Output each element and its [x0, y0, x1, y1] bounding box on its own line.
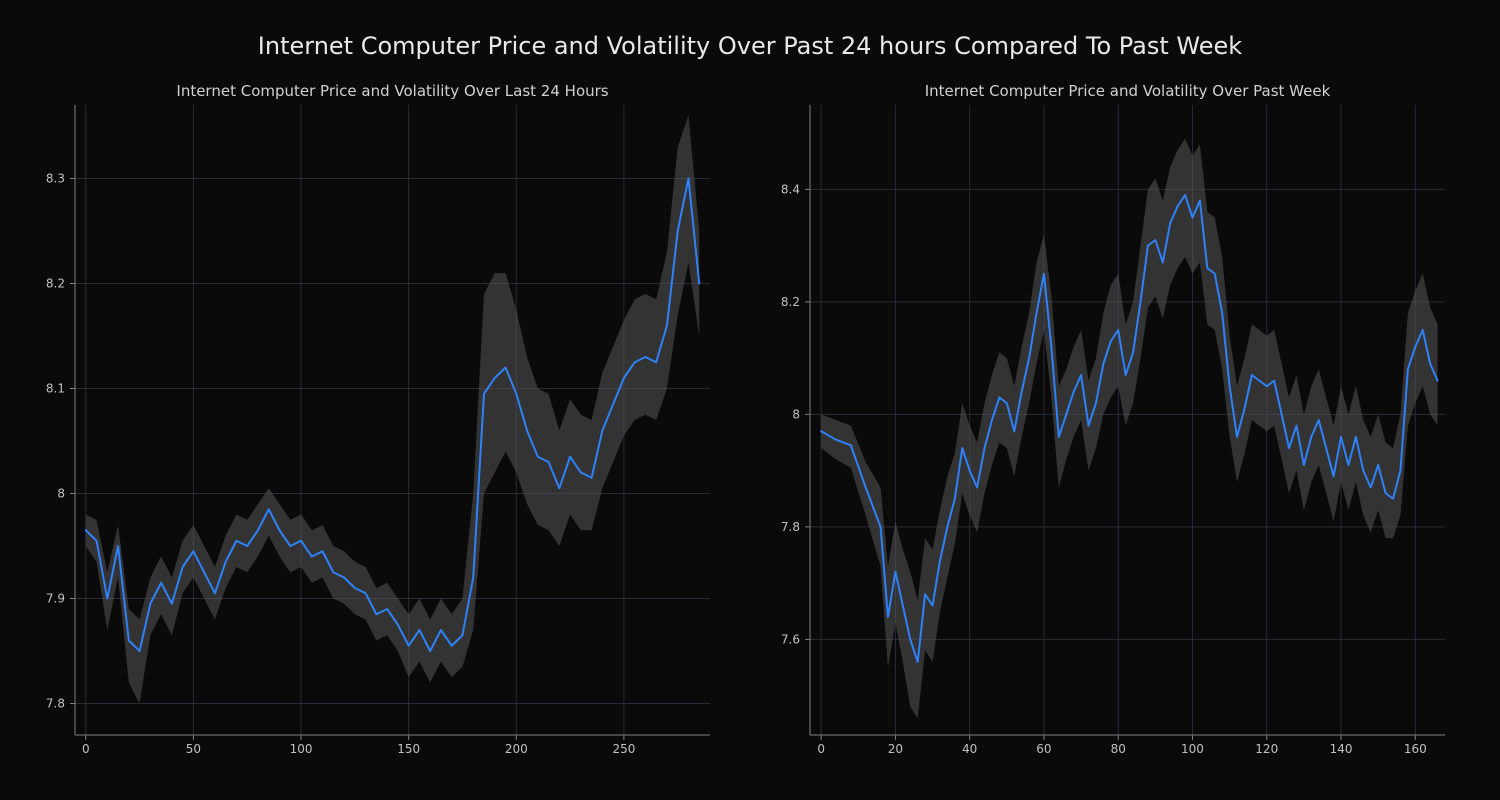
x-tick-label: 60	[1036, 742, 1051, 756]
x-tick-label: 140	[1330, 742, 1353, 756]
left-subplot-title: Internet Computer Price and Volatility O…	[75, 82, 710, 100]
x-tick-label: 250	[612, 742, 635, 756]
right-chart: 0204060801001201401607.67.888.28.4	[810, 105, 1445, 735]
y-tick-label: 8.3	[46, 172, 65, 186]
x-tick-label: 160	[1404, 742, 1427, 756]
left-chart: 0501001502002507.87.988.18.28.3	[75, 105, 710, 735]
x-tick-label: 20	[888, 742, 903, 756]
y-tick-label: 7.8	[781, 520, 800, 534]
y-tick-label: 8	[57, 487, 65, 501]
x-tick-label: 80	[1111, 742, 1126, 756]
x-tick-label: 0	[82, 742, 90, 756]
x-tick-label: 100	[1181, 742, 1204, 756]
x-tick-label: 150	[397, 742, 420, 756]
y-tick-label: 8.1	[46, 382, 65, 396]
x-tick-label: 50	[186, 742, 201, 756]
y-tick-label: 7.8	[46, 697, 65, 711]
x-tick-label: 100	[290, 742, 313, 756]
figure: Internet Computer Price and Volatility O…	[0, 0, 1500, 800]
y-tick-label: 7.9	[46, 592, 65, 606]
right-subplot-title: Internet Computer Price and Volatility O…	[810, 82, 1445, 100]
y-tick-label: 7.6	[781, 632, 800, 646]
x-tick-label: 200	[505, 742, 528, 756]
y-tick-label: 8.2	[46, 277, 65, 291]
figure-suptitle: Internet Computer Price and Volatility O…	[0, 32, 1500, 60]
x-tick-label: 40	[962, 742, 977, 756]
y-tick-label: 8.2	[781, 295, 800, 309]
y-tick-label: 8.4	[781, 182, 800, 196]
y-tick-label: 8	[792, 407, 800, 421]
x-tick-label: 0	[817, 742, 825, 756]
x-tick-label: 120	[1255, 742, 1278, 756]
